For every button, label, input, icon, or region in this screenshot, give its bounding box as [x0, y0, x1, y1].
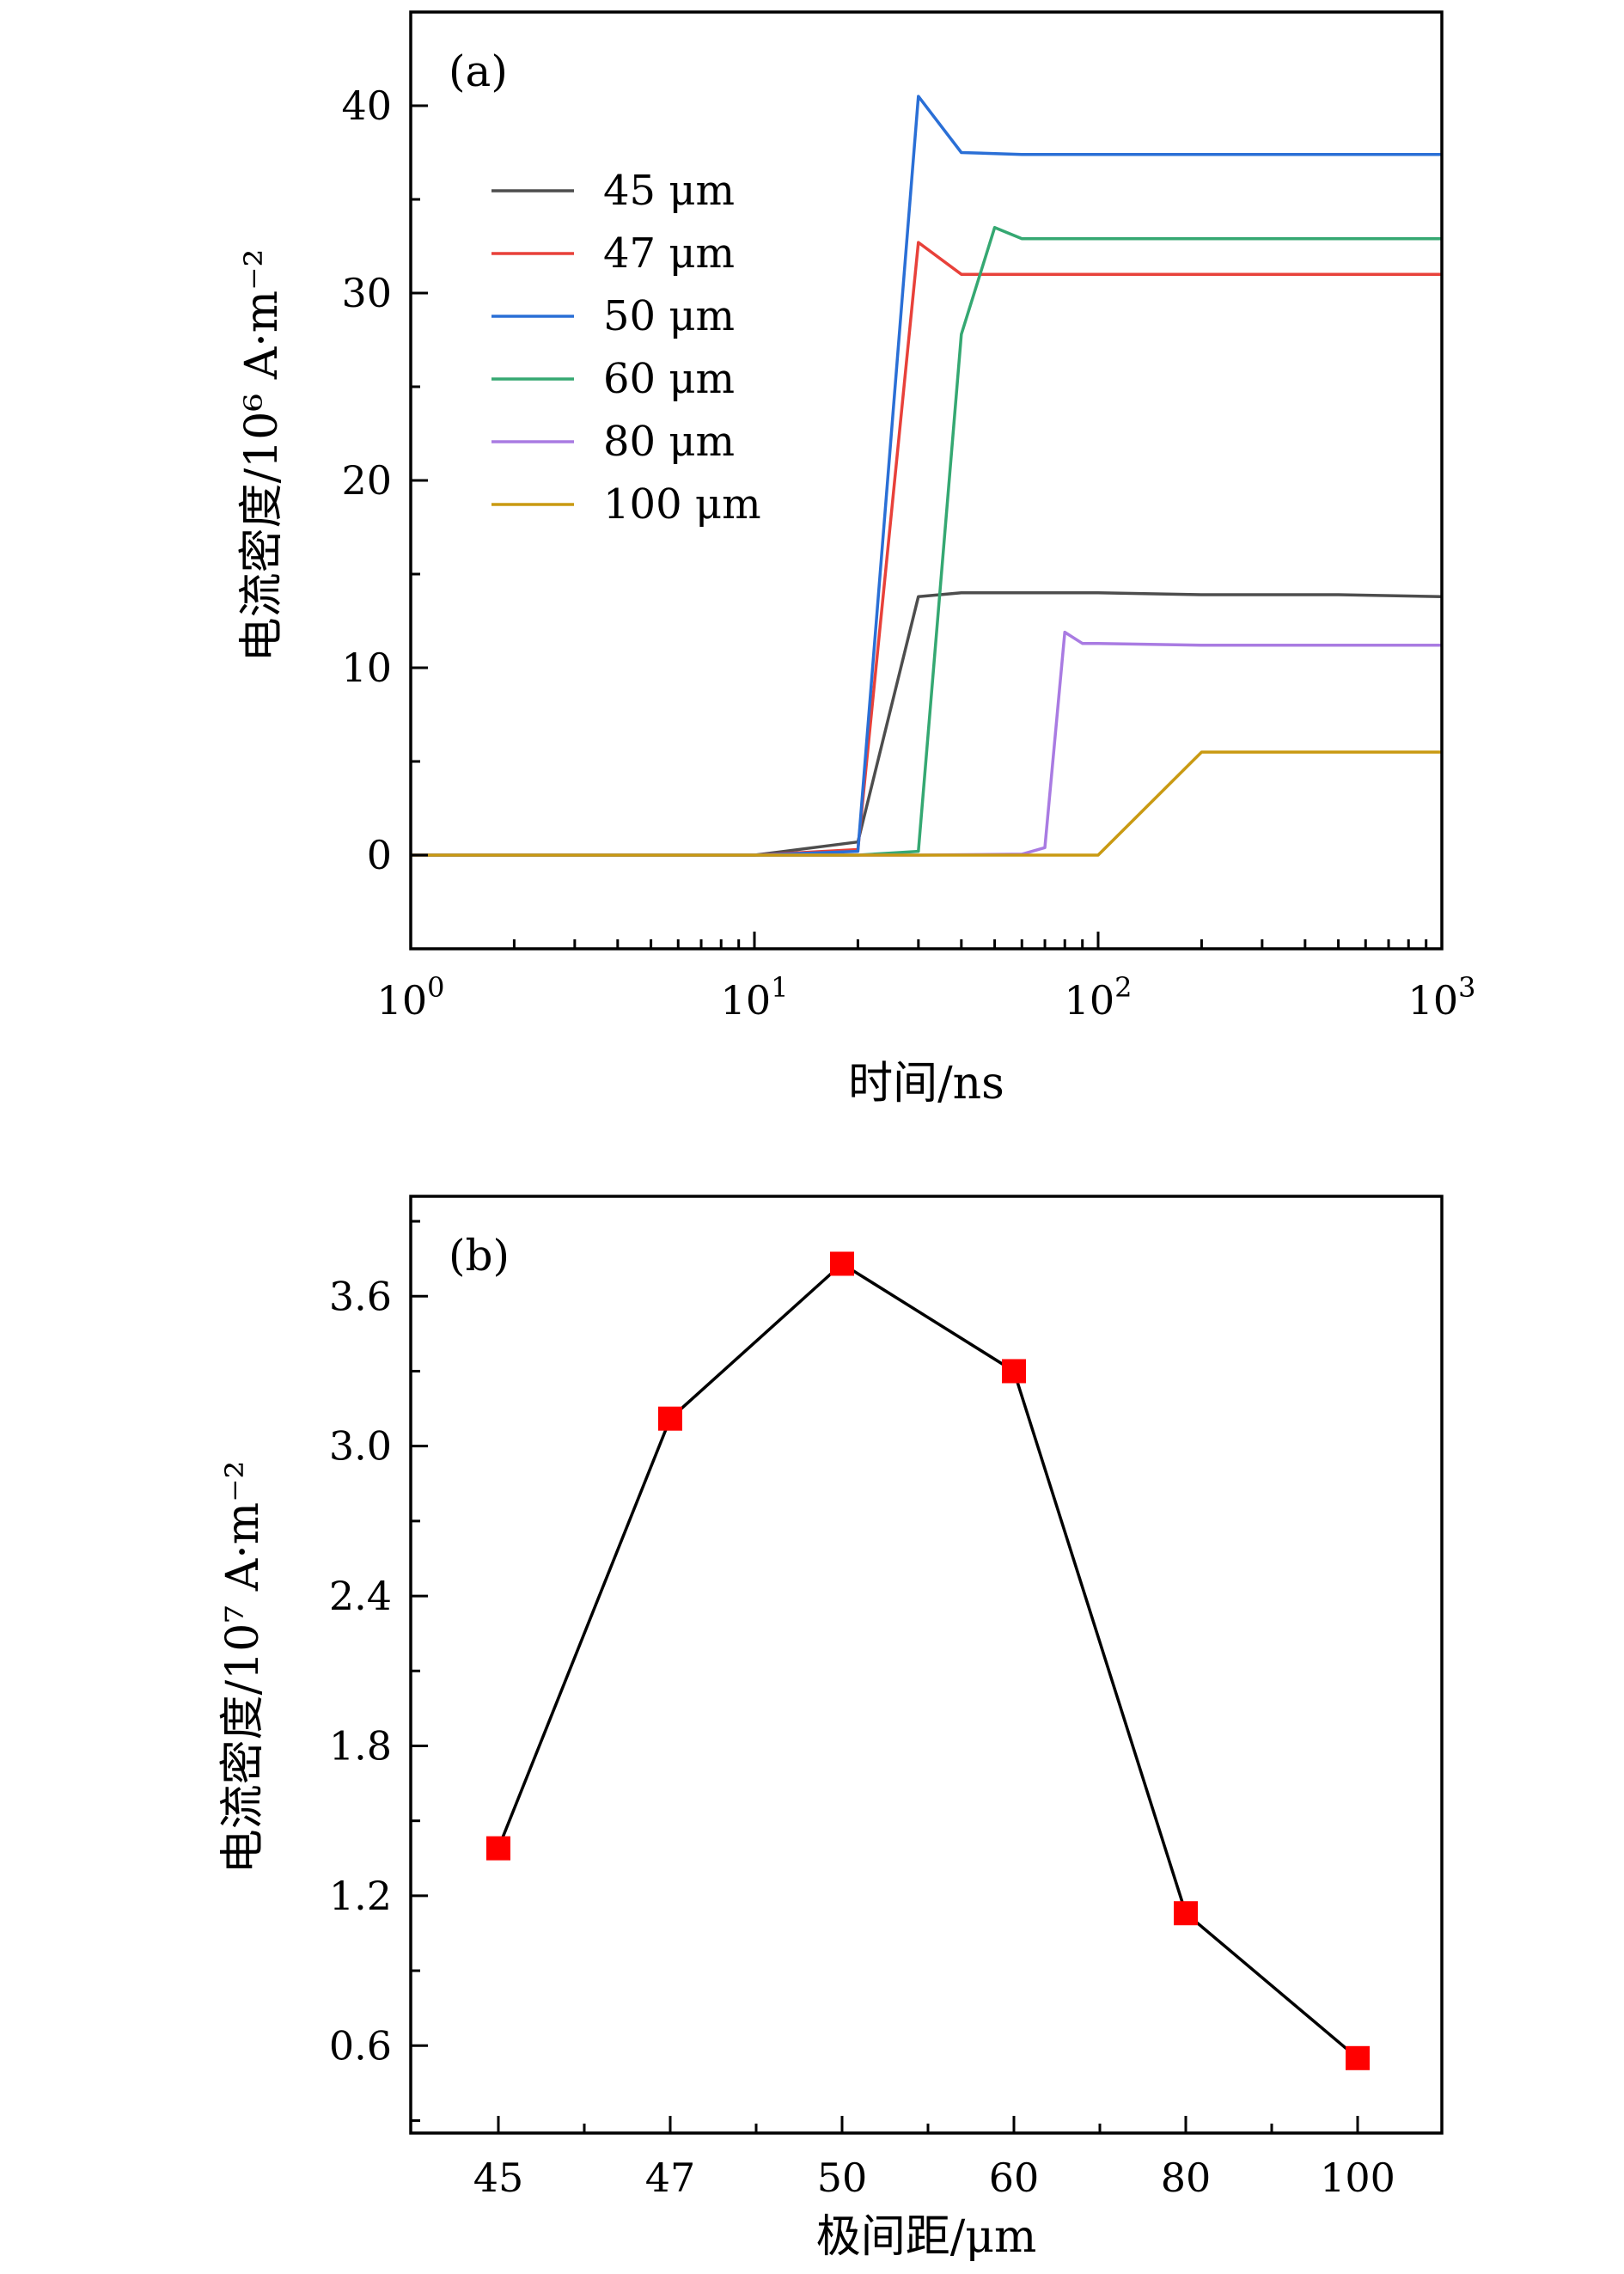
panel-b-label: (b) [449, 1231, 510, 1281]
panel-b-axis-frame [409, 1195, 1444, 2135]
a-x-tick-label: 101 [721, 971, 789, 1024]
panel-b-x-axis-title: 极间距/μm [816, 2211, 1037, 2263]
a-legend-label: 45 μm [603, 167, 735, 215]
a-legend-label: 100 μm [603, 480, 761, 529]
a-x-tick-label: 102 [1065, 971, 1133, 1024]
b-x-tick-label: 60 [989, 2155, 1040, 2201]
b-x-tick-label: 80 [1161, 2155, 1212, 2201]
b-data-point [486, 1836, 510, 1861]
a-series-line [411, 95, 1442, 857]
a-legend-label: 80 μm [603, 418, 735, 466]
b-x-tick-label: 100 [1320, 2155, 1395, 2201]
panel-b-chart: 45 47 50 60 80 100 0.6 1.2 1.8 2.4 3.0 3.6 (b) 极间距/… [217, 1195, 1444, 2263]
a-y-tick-label: 40 [341, 83, 392, 129]
a-y-tick-label: 10 [341, 645, 392, 691]
b-y-tick-label: 1.2 [329, 1873, 392, 1919]
b-y-tick-label: 3.0 [329, 1423, 392, 1470]
a-series-line [411, 750, 1442, 857]
b-data-point [1346, 2045, 1370, 2070]
panel-a-series-group [411, 95, 1443, 857]
a-y-tick-label: 20 [341, 457, 392, 504]
panel-a-label: (a) [449, 46, 508, 96]
a-legend-label: 47 μm [603, 229, 735, 278]
b-y-tick-label: 0.6 [329, 2022, 392, 2069]
b-data-point [658, 1406, 682, 1431]
panel-a-chart: 100 101 102 103 0 10 20 30 40 (a) 45 μm 47 μm 50 μ… [236, 10, 1476, 1109]
a-legend-label: 60 μm [603, 355, 735, 403]
a-y-tick-label: 0 [367, 832, 392, 878]
panel-b-ticks: 45 47 50 60 80 100 0.6 1.2 1.8 2.4 3.0 3.6 [329, 1220, 1395, 2201]
panel-b-y-axis-title: 电流密度/10⁷ A·m⁻² [217, 1461, 269, 1874]
panel-a-x-axis-title: 时间/ns [848, 1058, 1004, 1109]
panel-a-y-axis-title: 电流密度/10⁶ A·m⁻² [236, 249, 288, 663]
a-x-tick-label: 103 [1408, 971, 1476, 1024]
b-y-tick-label: 2.4 [329, 1573, 392, 1619]
b-x-tick-label: 50 [817, 2155, 868, 2201]
b-data-point [830, 1251, 854, 1276]
b-y-tick-label: 3.6 [329, 1273, 392, 1319]
panel-a-legend: 45 μm 47 μm 50 μm 60 μm 80 μm 100 μm [491, 167, 761, 529]
a-y-tick-label: 30 [341, 270, 392, 316]
b-data-point [1002, 1359, 1026, 1384]
b-data-point [1174, 1901, 1198, 1926]
panel-a-ticks: 100 101 102 103 0 10 20 30 40 [341, 10, 1476, 1024]
b-series-line [497, 1262, 1359, 2060]
b-x-tick-label: 47 [645, 2155, 696, 2201]
a-x-tick-label: 100 [377, 971, 445, 1024]
b-y-tick-label: 1.8 [329, 1722, 392, 1769]
panel-b-series-group [486, 1251, 1370, 2070]
a-series-line [411, 591, 1443, 857]
b-x-tick-label: 45 [473, 2155, 524, 2201]
a-legend-label: 50 μm [603, 292, 735, 340]
